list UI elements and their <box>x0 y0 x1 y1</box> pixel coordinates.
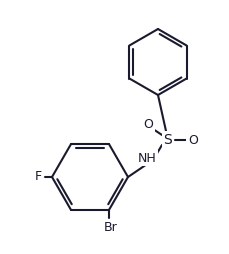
Text: NH: NH <box>137 151 156 165</box>
Text: S: S <box>163 133 172 147</box>
Text: O: O <box>142 119 152 132</box>
Text: O: O <box>187 134 197 147</box>
Text: Br: Br <box>104 221 117 234</box>
Text: F: F <box>34 170 41 183</box>
